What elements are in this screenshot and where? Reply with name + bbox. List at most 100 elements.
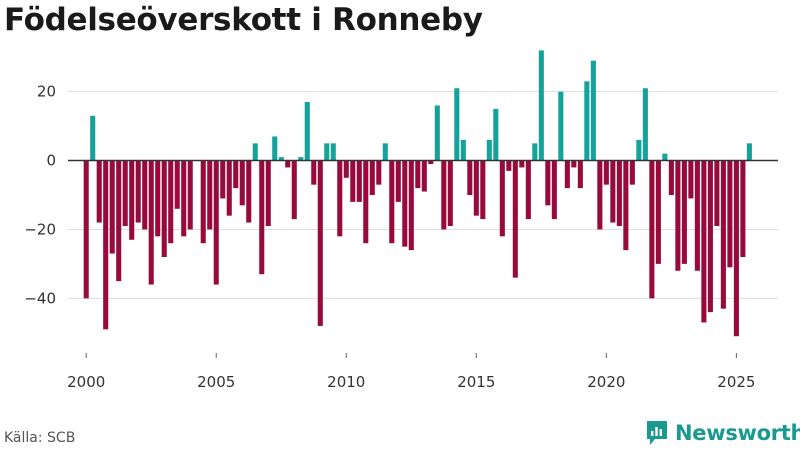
bar [363,160,369,244]
y-tick-label: 20 [37,83,56,101]
bar [161,160,167,257]
bar [655,160,661,264]
bar [233,160,239,189]
bar [603,160,609,185]
bar [525,160,531,220]
bar [168,160,174,244]
bar [213,160,219,285]
axes: −40 −20 0 20 2000 2005 2010 2015 2020 2025 [24,83,778,391]
bar [493,108,499,161]
bar [428,160,434,164]
bar [259,160,265,275]
bar [558,91,564,161]
bar [506,160,512,171]
y-tick-label: −20 [24,220,56,238]
bar [415,160,421,189]
bar [135,160,141,223]
bar [317,160,323,326]
bar [265,160,271,226]
bar [246,160,252,223]
bar [389,160,395,244]
bar [272,136,278,161]
bar [538,50,544,161]
bar [720,160,726,309]
bar [187,160,193,230]
bar [330,143,336,161]
bar [311,160,317,185]
bar [545,160,551,206]
bar [681,160,687,264]
bar [291,160,297,220]
bars [83,50,752,337]
bar [623,160,629,251]
bar [109,160,115,254]
bar [350,160,356,202]
bar [688,160,694,199]
bar [421,160,427,192]
bar [142,160,148,230]
bar [551,160,557,220]
bar [304,102,310,161]
bar [571,160,577,168]
bar [207,160,213,230]
bar [584,81,590,161]
bar [155,160,161,237]
bar [649,160,655,299]
bar [707,160,713,313]
bar [148,160,154,285]
bar [220,160,226,199]
bar [122,160,128,226]
x-tick-label: 2000 [67,373,105,391]
bar [434,105,440,161]
bar [174,160,180,209]
bar [512,160,518,278]
x-tick-label: 2005 [197,373,235,391]
x-tick-label: 2015 [457,373,495,391]
source-note: Källa: SCB [4,430,76,446]
bar [629,160,635,185]
bar [564,160,570,189]
bar [408,160,414,251]
bar [454,88,460,161]
bar [356,160,362,202]
bar [103,160,109,330]
bar [181,160,187,237]
y-tick-label: −40 [24,289,56,307]
bar [298,157,304,161]
bar [83,160,89,299]
bar [727,160,733,268]
bar [480,160,486,220]
bar [376,160,382,185]
bar [382,143,388,161]
bar [519,160,525,168]
bar [597,160,603,230]
bar [447,160,453,226]
bar [285,160,291,168]
bar [636,139,642,161]
bar [616,160,622,226]
bar [239,160,245,206]
x-tick-label: 2010 [327,373,365,391]
bar [441,160,447,230]
bar [369,160,375,195]
y-tick-label: 0 [46,152,56,170]
bar [733,160,739,337]
brand-name: Newsworthy [675,421,800,445]
bar [675,160,681,271]
bar [701,160,707,323]
bar [668,160,674,195]
bar [694,160,700,271]
bar [324,143,330,161]
bar [278,157,284,161]
x-tick-label: 2020 [587,373,625,391]
bar [590,60,596,161]
brand-logo[interactable]: Newsworthy [646,420,800,446]
bar [467,160,473,195]
bar [402,160,408,247]
bar [577,160,583,189]
bar [343,160,349,178]
x-tick-label: 2025 [717,373,755,391]
bar [96,160,102,223]
bar [473,160,479,216]
